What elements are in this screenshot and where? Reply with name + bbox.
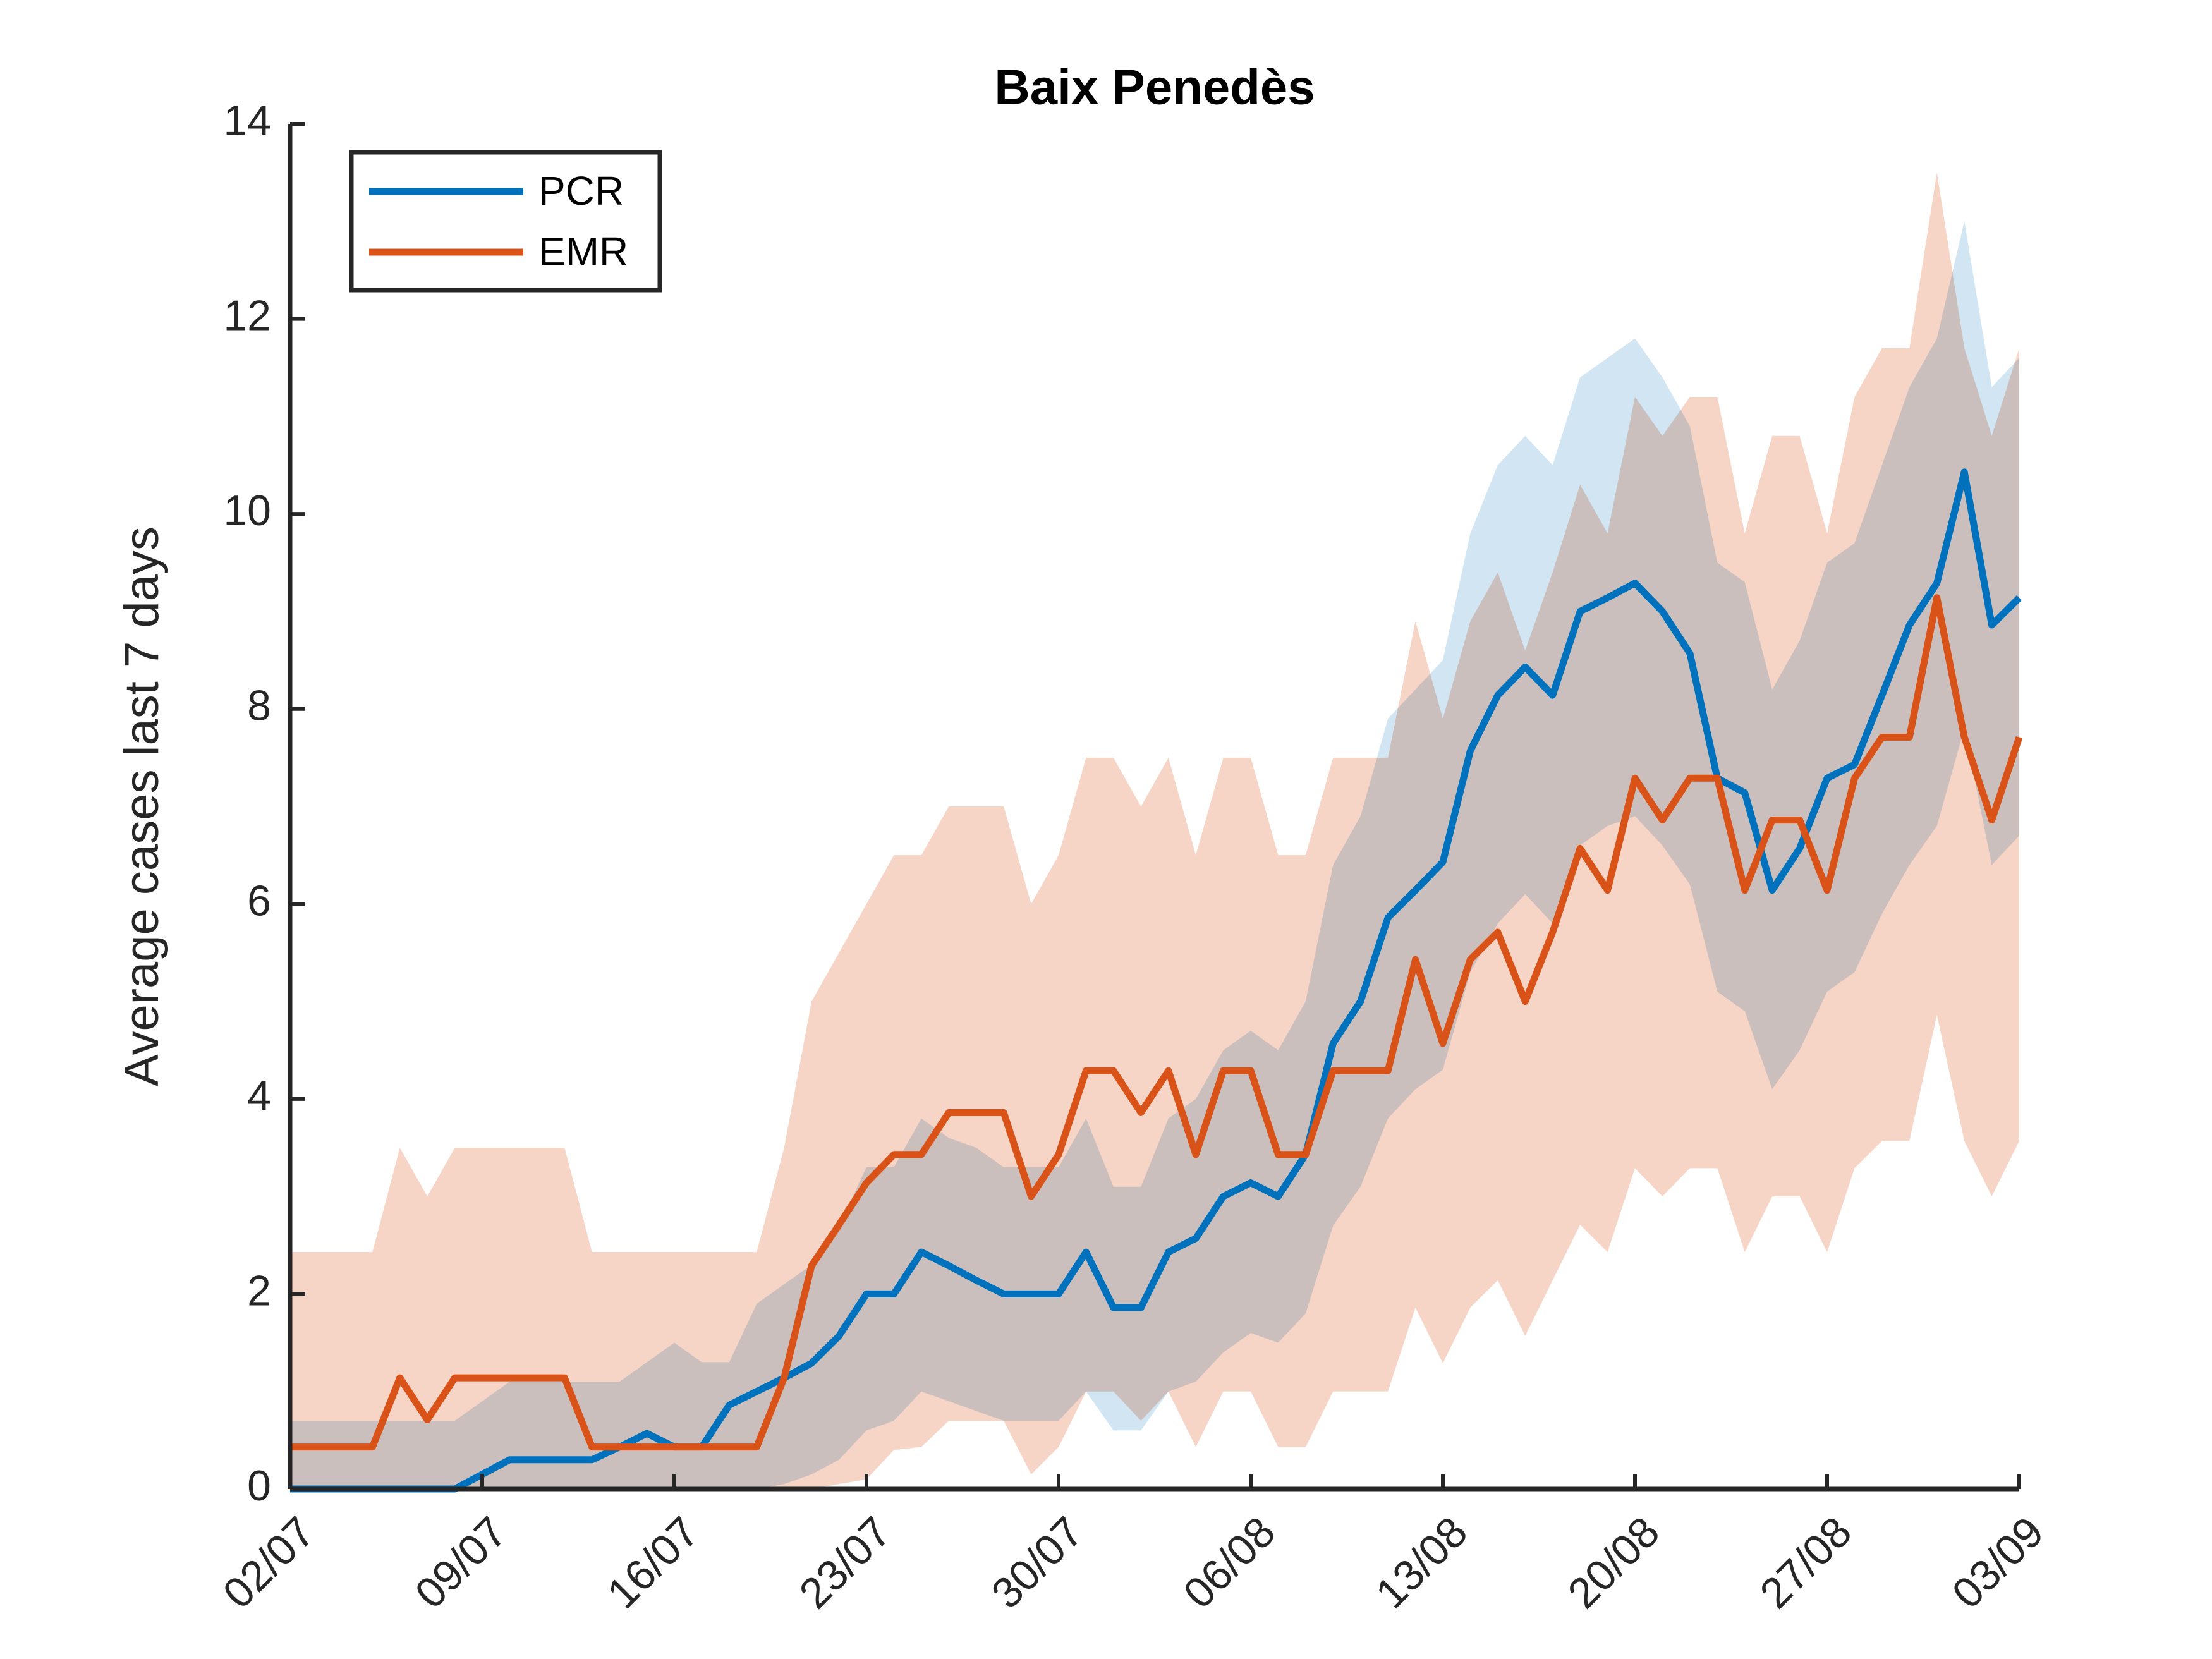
y-tick-label: 14 (223, 97, 271, 145)
y-axis-label: Average cases last 7 days (115, 526, 169, 1086)
confidence-band (290, 173, 2019, 1490)
y-tick-label: 0 (247, 1462, 271, 1510)
y-tick-label: 10 (223, 487, 271, 535)
legend-label: EMR (538, 229, 628, 274)
series-line (290, 468, 2022, 1493)
legend-label: PCR (538, 168, 624, 214)
series-line (290, 594, 2023, 1451)
y-tick-label: 12 (223, 292, 271, 340)
y-tick-label: 6 (247, 877, 271, 925)
y-tick-label: 4 (247, 1072, 271, 1120)
y-tick-label: 8 (247, 682, 271, 730)
chart-title: Baix Penedès (994, 59, 1315, 115)
y-tick-label: 2 (247, 1267, 271, 1315)
legend-box (349, 150, 662, 293)
